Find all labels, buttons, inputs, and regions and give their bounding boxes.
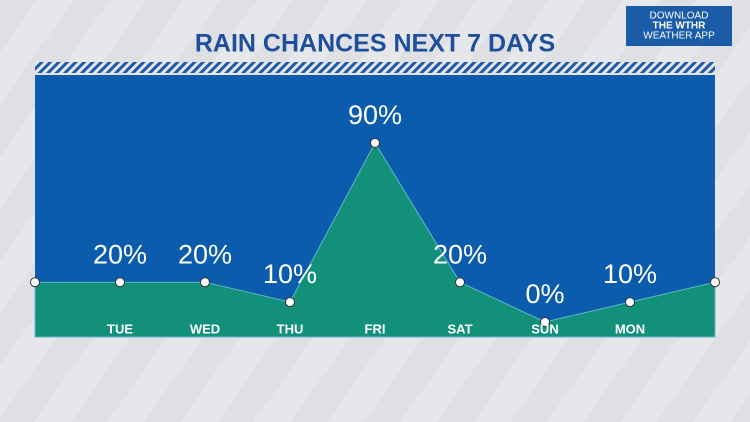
value-label: 20% <box>93 239 147 269</box>
x-tick-label: SUN <box>531 321 558 336</box>
hatch-band <box>35 62 715 73</box>
badge-line: WEATHER APP <box>643 31 715 42</box>
x-tick-label: SAT <box>447 321 472 336</box>
value-label: 20% <box>178 239 232 269</box>
x-tick-label: THU <box>277 321 304 336</box>
badge-line: THE WTHR <box>653 21 707 32</box>
chart-title: RAIN CHANCES NEXT 7 DAYS <box>195 30 555 58</box>
x-tick-label: WED <box>190 321 220 336</box>
x-tick-label: TUE <box>107 321 133 336</box>
area <box>34 141 716 338</box>
plot: 20% TUE 20% WED 10% THU 90% FRI 20% SAT 0% SUN 10% MO… <box>30 100 720 338</box>
value-label: 10% <box>263 259 317 289</box>
value-label: 10% <box>603 259 657 289</box>
x-tick-label: MON <box>615 321 645 336</box>
app-badge[interactable] <box>626 6 732 46</box>
point <box>115 277 125 288</box>
point <box>455 277 465 288</box>
point <box>710 277 720 288</box>
badge-line: DOWNLOAD <box>650 11 709 22</box>
point <box>200 277 210 288</box>
point <box>370 137 380 148</box>
point <box>540 317 550 327</box>
value-label: 90% <box>348 100 402 130</box>
x-tick-label: FRI <box>365 321 386 336</box>
value-label: 0% <box>525 279 564 309</box>
point <box>625 297 635 308</box>
point <box>285 297 295 308</box>
value-label: 20% <box>433 239 487 269</box>
point <box>30 277 40 288</box>
